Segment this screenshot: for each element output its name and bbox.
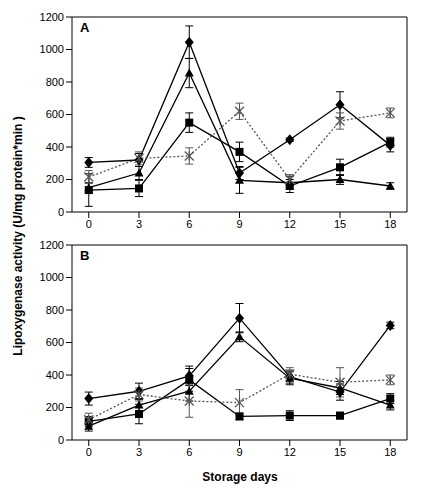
svg-text:9: 9 <box>236 446 242 458</box>
svg-text:1000: 1000 <box>40 43 64 55</box>
svg-text:6: 6 <box>186 446 192 458</box>
html-text:B: B <box>80 248 90 263</box>
svg-text:0: 0 <box>86 218 92 230</box>
svg-text:15: 15 <box>334 446 346 458</box>
svg-text:1000: 1000 <box>40 271 64 283</box>
html-text:Lipoxygenase activity (U/mg pr: Lipoxygenase activity (U/mg protein*min … <box>11 116 25 356</box>
svg-text:18: 18 <box>384 218 396 230</box>
svg-text:18: 18 <box>384 446 396 458</box>
svg-text:9: 9 <box>236 218 242 230</box>
svg-text:800: 800 <box>46 304 64 316</box>
svg-text:1200: 1200 <box>40 239 64 251</box>
svg-text:15: 15 <box>334 218 346 230</box>
svg-text:200: 200 <box>46 173 64 185</box>
svg-text:0: 0 <box>58 434 64 446</box>
svg-text:12: 12 <box>284 218 296 230</box>
html-text:A: A <box>80 20 90 35</box>
svg-text:3: 3 <box>136 446 142 458</box>
svg-text:400: 400 <box>46 369 64 381</box>
svg-text:600: 600 <box>46 108 64 120</box>
svg-text:600: 600 <box>46 336 64 348</box>
svg-text:200: 200 <box>46 401 64 413</box>
svg-text:400: 400 <box>46 141 64 153</box>
svg-text:3: 3 <box>136 218 142 230</box>
svg-text:0: 0 <box>58 206 64 218</box>
svg-text:1200: 1200 <box>40 11 64 23</box>
html-text:Storage days: Storage days <box>202 470 278 484</box>
svg-text:12: 12 <box>284 446 296 458</box>
svg-text:6: 6 <box>186 218 192 230</box>
svg-text:800: 800 <box>46 76 64 88</box>
svg-text:0: 0 <box>86 446 92 458</box>
